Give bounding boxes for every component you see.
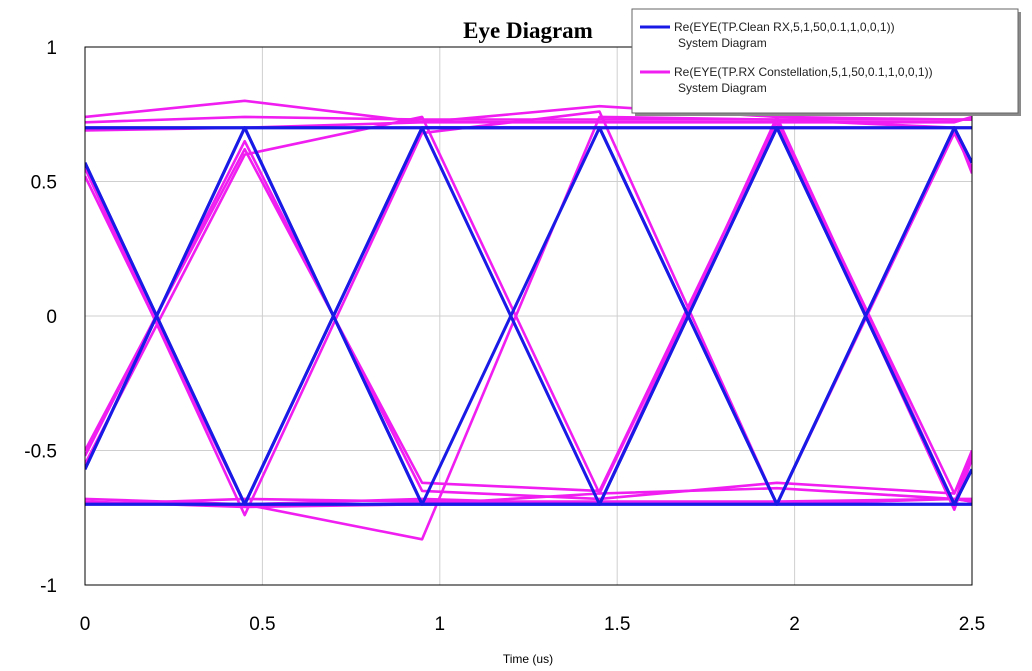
series-trace — [85, 99, 972, 124]
series-trace — [85, 115, 972, 541]
series-trace — [85, 110, 972, 517]
x-tick-label: 2.5 — [959, 614, 985, 635]
y-tick-label: 0.5 — [31, 173, 57, 194]
y-tick-label: -1 — [40, 576, 57, 597]
series-trace — [85, 121, 972, 495]
x-tick-label: 2 — [789, 614, 800, 635]
y-tick-label: -0.5 — [24, 442, 57, 463]
y-axis-ticks: 1 0.5 0 -0.5 -1 — [24, 38, 57, 597]
y-tick-label: 1 — [46, 38, 57, 59]
x-tick-label: 0.5 — [249, 614, 275, 635]
series-trace — [85, 126, 972, 506]
y-tick-label: 0 — [46, 307, 57, 328]
series-trace — [85, 126, 972, 506]
legend-series-subtitle: System Diagram — [678, 81, 767, 95]
series-trace — [85, 139, 972, 501]
legend[interactable]: Re(EYE(TP.Clean RX,5,1,50,0.1,1,0,0,1)) S… — [631, 8, 1021, 116]
plot-area — [84, 46, 973, 586]
x-axis-label: Time (us) — [503, 652, 553, 666]
x-tick-label: 1 — [435, 614, 446, 635]
series-trace — [85, 126, 972, 470]
series-trace — [85, 486, 972, 509]
series-1 — [85, 99, 972, 541]
series-trace — [85, 162, 972, 506]
x-axis-ticks: 0 0.5 1 1.5 2 2.5 — [80, 614, 986, 635]
x-tick-label: 1.5 — [604, 614, 630, 635]
x-tick-label: 0 — [80, 614, 91, 635]
series-0 — [85, 126, 972, 506]
plot-frame — [84, 46, 973, 586]
chart-title: Eye Diagram — [463, 18, 593, 43]
legend-series-subtitle: System Diagram — [678, 36, 767, 50]
legend-box — [631, 8, 1019, 114]
legend-series-name: Re(EYE(TP.Clean RX,5,1,50,0.1,1,0,0,1)) — [674, 20, 895, 34]
legend-series-name: Re(EYE(TP.RX Constellation,5,1,50,0.1,1,… — [674, 65, 933, 79]
